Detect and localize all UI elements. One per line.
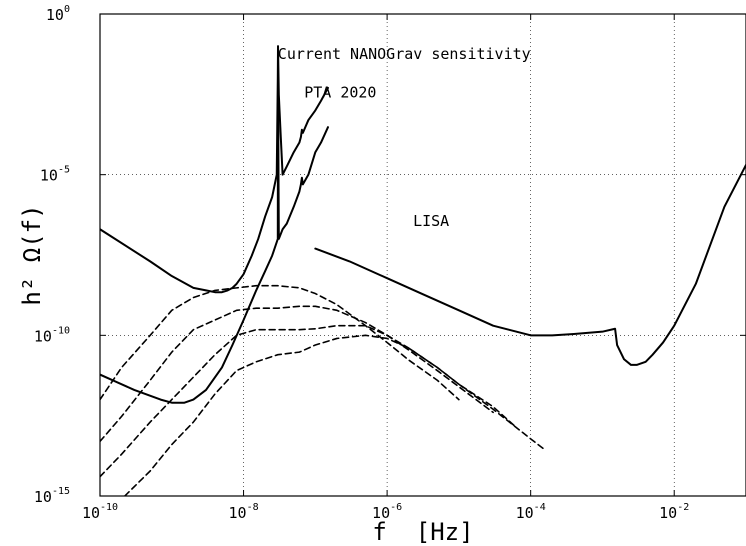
x-tick-label: 10-4 <box>516 502 546 522</box>
grid <box>100 14 746 496</box>
annotation-label: Current NANOGrav sensitivity <box>278 45 531 63</box>
annotation-label: LISA <box>413 212 449 230</box>
dashed-curve-4 <box>100 284 460 401</box>
annotation-label: PTA 2020 <box>304 84 376 102</box>
annotation-layer: Current NANOGrav sensitivity PTA 2020 LISA <box>278 45 531 230</box>
x-tick-label: 10-2 <box>659 502 689 522</box>
dashed-curve-5 <box>100 305 494 443</box>
plot-frame <box>99 13 746 497</box>
x-axis-label: f [Hz] <box>372 518 473 546</box>
y-tick-label: 10-10 <box>34 325 70 345</box>
dashed-curve-7 <box>123 334 545 496</box>
y-tick-label: 10-5 <box>40 165 70 185</box>
x-tick-label: 10-8 <box>229 502 259 522</box>
solid-curve-1 <box>100 45 329 294</box>
y-tick-label: 10-15 <box>34 486 70 506</box>
x-tick-label: 10-10 <box>82 502 118 522</box>
y-axis-label: h² Ω(f) <box>18 204 46 305</box>
x-tick-label: 10-6 <box>372 502 402 522</box>
series-layer <box>100 45 746 496</box>
tick-layer: 10-10 10-8 10-6 10-4 10-2 10-15 10-10 10-5 100 <box>34 4 746 522</box>
solid-curve-2 <box>100 77 329 404</box>
y-tick-label: 100 <box>46 4 70 24</box>
solid-curve-3 <box>314 163 746 366</box>
